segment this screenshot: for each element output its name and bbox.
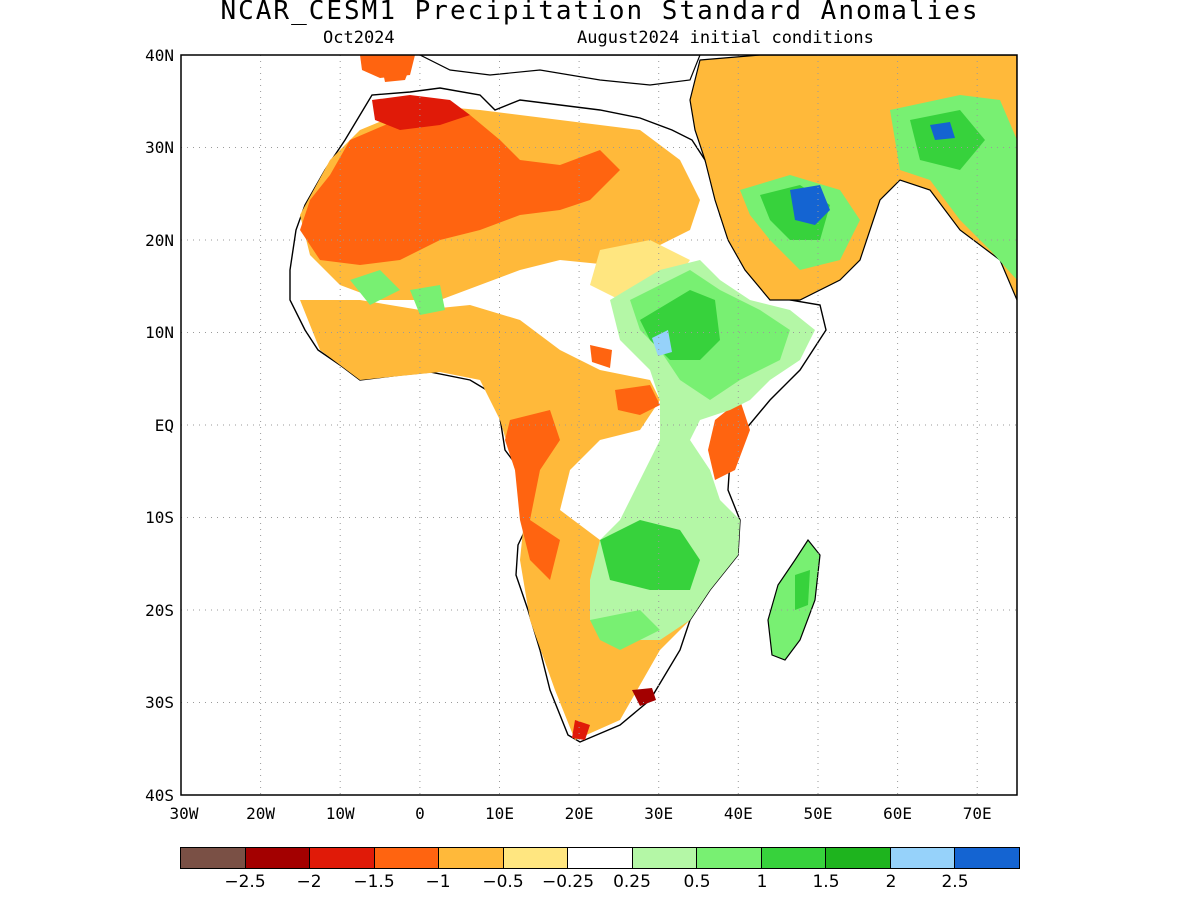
lon-label: 10W	[326, 804, 355, 823]
colorbar-swatch	[245, 848, 311, 868]
lat-label: EQ	[155, 416, 174, 435]
lon-label: 30W	[170, 804, 199, 823]
colorbar-swatch	[826, 848, 891, 868]
lon-label: 20W	[246, 804, 275, 823]
lon-label: 50E	[804, 804, 833, 823]
lat-gridlines	[181, 147, 1017, 703]
lon-label: 70E	[963, 804, 992, 823]
colorbar-swatch	[439, 848, 504, 868]
lon-label: 60E	[883, 804, 912, 823]
colorbar-label: −2	[296, 872, 322, 892]
colorbar-swatch	[761, 848, 827, 868]
lon-label: 20E	[565, 804, 594, 823]
initial-conditions: August2024 initial conditions	[577, 28, 874, 48]
colorbar-label: 0.25	[613, 872, 651, 892]
anomaly-field	[289, 55, 1017, 743]
lon-axis: 30W 20W 10W 0 10E 20E 30E 40E 50E 60E 70…	[170, 804, 992, 823]
colorbar-label: −2.5	[224, 872, 266, 892]
lat-label: 20N	[145, 231, 174, 250]
lat-label: 10S	[145, 508, 174, 527]
lon-label: 0	[415, 804, 425, 823]
lat-label: 40S	[145, 786, 174, 805]
colorbar-swatch	[568, 848, 633, 868]
colorbar-swatch	[181, 848, 246, 868]
colorbar-label: 1	[756, 872, 768, 892]
colorbar-label: −1.5	[353, 872, 395, 892]
colorbar-swatch	[890, 848, 956, 868]
colorbar-label: −1	[425, 872, 451, 892]
lon-label: 30E	[644, 804, 673, 823]
colorbar-label: 0.5	[683, 872, 711, 892]
colorbar-swatch	[955, 848, 1019, 868]
colorbar-swatch	[632, 848, 698, 868]
colorbar-label: 2.5	[941, 872, 969, 892]
lat-label: 10N	[145, 323, 174, 342]
colorbar-label: −0.5	[482, 872, 524, 892]
colorbar	[180, 847, 1020, 869]
colorbar-swatch	[374, 848, 440, 868]
colorbar-label: −0.25	[541, 872, 595, 892]
lat-label: 20S	[145, 601, 174, 620]
forecast-month: Oct2024	[323, 28, 395, 48]
lat-label: 30N	[145, 138, 174, 157]
colorbar-label: 1.5	[812, 872, 840, 892]
lat-label: 30S	[145, 693, 174, 712]
colorbar-swatch	[310, 848, 375, 868]
map-title: NCAR_CESM1 Precipitation Standard Anomal…	[220, 0, 980, 26]
lon-label: 40E	[724, 804, 753, 823]
colorbar-label: 2	[885, 872, 897, 892]
lat-axis: 40N 30N 20N 10N EQ 10S 20S 30S 40S	[145, 46, 174, 805]
lat-label: 40N	[145, 46, 174, 65]
colorbar-swatch	[697, 848, 762, 868]
map-frame	[180, 54, 1018, 796]
colorbar-swatch	[503, 848, 569, 868]
lon-label: 10E	[485, 804, 514, 823]
